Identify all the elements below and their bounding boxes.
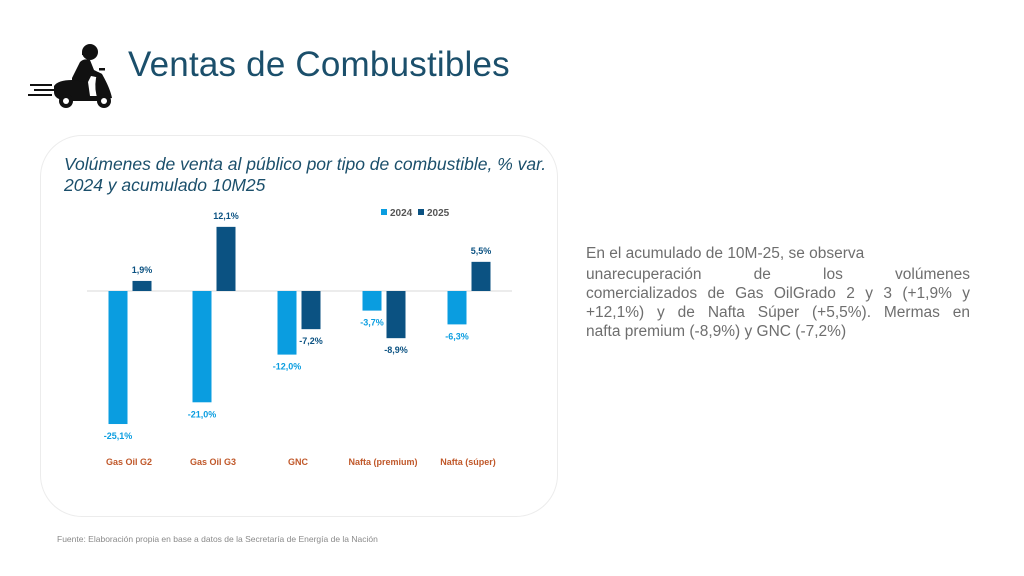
page-title: Ventas de Combustibles <box>128 45 510 84</box>
data-label-2025-3: -8,9% <box>384 345 408 355</box>
legend-label-2024: 2024 <box>390 208 413 219</box>
data-label-2025-2: -7,2% <box>299 336 323 346</box>
legend-swatch-2024 <box>381 209 387 215</box>
commentary-line-1: En el acumulado de 10M-25, se observa <box>586 245 865 262</box>
legend-label-2025: 2025 <box>427 208 450 219</box>
commentary-line-2: unarecuperación de los volúmenes <box>586 265 970 284</box>
commentary-word: unarecuperación <box>586 266 702 283</box>
bar-2025-0 <box>132 280 152 291</box>
bar-2024-2 <box>277 291 297 355</box>
data-label-2024-2: -12,0% <box>273 362 302 372</box>
data-label-2025-1: 12,1% <box>213 211 239 221</box>
category-label: GNC <box>288 457 309 467</box>
category-label: Nafta (premium) <box>348 457 417 467</box>
chart-title: Volúmenes de venta al público por tipo d… <box>64 154 547 195</box>
legend-swatch-2025 <box>418 209 424 215</box>
data-label-2024-1: -21,0% <box>188 409 217 419</box>
bar-2025-4 <box>471 261 491 291</box>
chart-legend: 2024 2025 <box>381 208 450 219</box>
bar-2024-0 <box>108 291 128 425</box>
bar-2025-2 <box>301 291 321 330</box>
source-note: Fuente: Elaboración propia en base a dat… <box>57 534 378 544</box>
bar-2024-1 <box>192 291 212 403</box>
category-label: Gas Oil G2 <box>106 457 152 467</box>
data-label-2024-0: -25,1% <box>104 431 133 441</box>
commentary-text: En el acumulado de 10M-25, se observa un… <box>586 244 970 341</box>
commentary-word: los <box>823 266 843 283</box>
bar-2025-1 <box>216 226 236 291</box>
data-label-2024-3: -3,7% <box>360 318 384 328</box>
bar-2024-3 <box>362 291 382 311</box>
commentary-word: volúmenes <box>895 266 970 283</box>
bar-2024-4 <box>447 291 467 325</box>
bar-2025-3 <box>386 291 406 339</box>
data-label-2025-4: 5,5% <box>471 246 492 256</box>
scooter-delivery-icon <box>28 38 118 110</box>
commentary-word: de <box>753 266 771 283</box>
commentary-last-line: nafta premium (-8,9%) y GNC (-7,2%) <box>586 323 847 340</box>
data-label-2024-4: -6,3% <box>445 331 469 341</box>
data-label-2025-0: 1,9% <box>132 265 153 275</box>
category-label: Nafta (súper) <box>440 457 496 467</box>
category-label: Gas Oil G3 <box>190 457 236 467</box>
commentary-body: comercializados de Gas OilGrado 2 y 3 (+… <box>586 285 970 321</box>
